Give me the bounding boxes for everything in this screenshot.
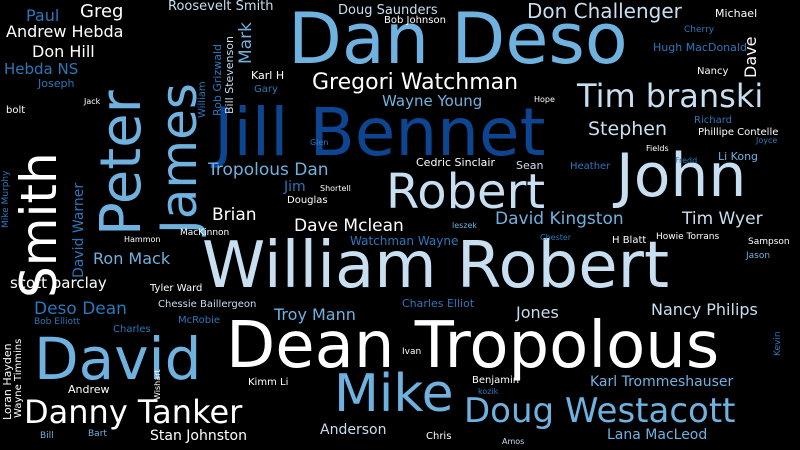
word: Fields (646, 144, 669, 153)
word: Jones (516, 303, 559, 322)
word: Howie Torrans (656, 232, 720, 242)
word: Andrew Hebda (6, 22, 124, 41)
word: Gregori Watchman (312, 70, 519, 95)
word: David Kingston (495, 209, 624, 229)
word: Wayne Timmins (13, 338, 24, 418)
word: Ivan (402, 347, 422, 357)
word: Kevin (773, 331, 783, 356)
word: Bill Stevenson (223, 36, 236, 114)
word: Chessie Baillergeon (158, 299, 257, 310)
word: Jim (284, 179, 306, 195)
word: Karl Trommeshauser (590, 374, 734, 390)
word: Sampson (748, 237, 790, 247)
word: Loran Hayden (1, 343, 14, 420)
word: Charles (113, 324, 151, 335)
word: Peter (89, 90, 154, 236)
word: Hebda NS (4, 60, 79, 78)
word: Rob Grizwald (211, 43, 224, 116)
word: Kimm Li (248, 377, 289, 388)
word: H Blatt (612, 235, 647, 246)
word: Shortell (320, 184, 351, 193)
word: Troy Mann (274, 305, 356, 324)
word: Gary (254, 84, 278, 95)
word: Li Kong (718, 150, 759, 163)
word: Sean (516, 159, 544, 172)
word: Bob Elliott (34, 317, 81, 327)
word: Don Hill (32, 42, 95, 61)
word: Nancy (697, 66, 729, 77)
word: Stan Johnston (150, 428, 247, 444)
word: Amos (502, 437, 525, 446)
word: Mike Murphy (1, 170, 11, 228)
word: Stephen (588, 118, 668, 140)
word: Phillipe Contelle (698, 127, 779, 138)
word: Lana MacLeod (607, 427, 708, 443)
word: Mike (334, 364, 454, 424)
word: Doug Saunders (338, 3, 438, 18)
word: MacKinnon (180, 228, 230, 238)
word: Glen (310, 138, 329, 147)
word: Hope (534, 95, 555, 104)
word: John (616, 141, 747, 211)
word: Benjamin (472, 375, 520, 386)
word: Doug Westacott (464, 391, 736, 431)
word: Bill (40, 431, 54, 441)
word: Fredd (675, 156, 698, 165)
word: leszek (452, 221, 478, 230)
word: Dave Mclean (294, 216, 404, 236)
word: Tyler Ward (150, 283, 203, 294)
word: Nancy Philips (651, 300, 758, 319)
word: McRobie (178, 315, 221, 326)
word: Robert (386, 164, 546, 220)
word: Richard (694, 115, 732, 126)
word: Danny Tanker (24, 393, 243, 431)
word: Ron Mack (93, 249, 171, 268)
word: Wayne Young (382, 92, 483, 110)
word: Bob Johnson (384, 15, 446, 26)
word: Anderson (320, 422, 387, 438)
word: Michael (715, 7, 758, 20)
word: Heather (570, 161, 611, 172)
word: Tim branski (577, 77, 764, 115)
word: Don Challenger (527, 0, 682, 23)
word: Tim Wyer (682, 209, 763, 229)
word: Bart (88, 429, 107, 439)
word: bolt (6, 105, 26, 116)
word: Hugh MacDonald (653, 41, 747, 54)
word: Greg (80, 1, 124, 22)
word: Chris (426, 431, 452, 442)
word: David Warner (71, 182, 87, 278)
word: Dan Deso (288, 0, 628, 80)
word: Douglas (287, 195, 328, 206)
word: Charles Elliot (402, 297, 475, 310)
word: Hammon (124, 235, 161, 244)
word: Cedric Sinclair (416, 156, 495, 169)
word: kozik (478, 387, 499, 396)
word: Cherry (684, 25, 715, 35)
word: Joseph (38, 77, 75, 90)
word: Jason (746, 251, 771, 261)
word: Dean Tropolous (226, 309, 720, 383)
word: Chester (540, 233, 572, 242)
word: Joyce (756, 136, 778, 145)
word: scott barclay (10, 274, 107, 292)
word: Dave (741, 36, 760, 78)
word: Jack (84, 97, 101, 106)
word: Wishart (153, 369, 162, 400)
word: Brian (212, 205, 257, 225)
word: Deso Dean (34, 299, 127, 319)
word: David (34, 325, 202, 393)
word: Andrew (68, 383, 110, 396)
word: William (197, 81, 208, 118)
word: Watchman Wayne (350, 234, 459, 248)
word: Paul (26, 6, 60, 25)
word: Roosevelt Smith (168, 0, 274, 14)
word: Mark (236, 22, 256, 64)
word: Tropolous Dan (208, 160, 329, 180)
word: Jill Bennet (214, 94, 546, 171)
word: William Robert (202, 229, 670, 303)
word: Karl H (251, 69, 285, 82)
